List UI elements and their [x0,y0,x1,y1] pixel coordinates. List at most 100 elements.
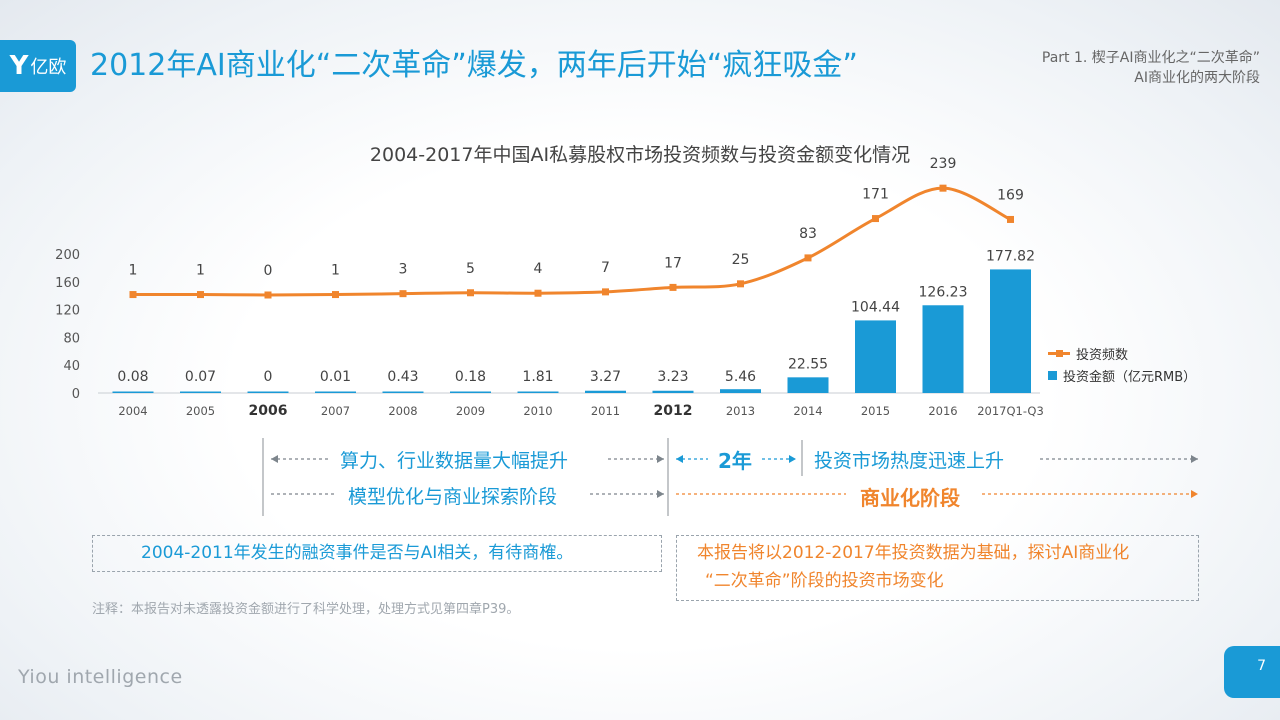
bar [450,391,491,393]
bar-value-label: 0.07 [185,369,216,385]
frequency-value-label: 83 [799,226,817,242]
bar [247,391,289,393]
frequency-point [669,283,677,291]
bar-value-label: 0.01 [320,369,351,385]
x-tick-label: 2011 [591,404,620,418]
x-tick-label: 2006 [249,403,288,419]
frequency-point [804,254,812,262]
chart-title: 2004-2017年中国AI私募股权市场投资频数与投资金额变化情况 [369,144,911,166]
bar-value-label: 22.55 [788,356,828,372]
y-tick-label: 200 [55,248,80,263]
x-tick-label: 2007 [321,404,350,418]
bar [315,391,356,393]
bar [180,391,221,393]
note-right: 本报告将以2012-2017年投资数据为基础，探讨AI商业化 “二次革命”阶段的… [676,535,1199,601]
bar-value-label: 5.46 [725,369,756,385]
brand-footer: Yiou intelligence [18,666,183,688]
x-tick-label: 2005 [186,404,215,418]
frequency-value-label: 1 [331,263,340,279]
legend-line-marker [1048,349,1070,357]
frequency-value-label: 3 [399,262,408,278]
logo-text: 亿欧 [30,57,67,78]
phase-arrow-middle-end-head [789,455,796,463]
bar-value-label: 0.18 [455,369,486,385]
bar-value-label: 126.23 [919,284,968,300]
bar-value-label: 3.27 [590,369,621,385]
x-tick-label: 2009 [456,404,485,418]
note-right-line2: “二次革命”阶段的投资市场变化 [705,571,944,591]
chart-legend: 投资频数 投资金额（亿元RMB） [1048,342,1196,386]
frequency-value-label: 1 [129,263,138,279]
frequency-value-label: 7 [601,260,610,276]
legend-item-amount: 投资金额（亿元RMB） [1048,364,1196,386]
legend-label-amount: 投资金额（亿元RMB） [1063,369,1197,385]
phase-middle-label: 2年 [718,449,752,473]
frequency-point [129,291,137,299]
frequency-line [132,186,1012,297]
footnote: 注释：本报告对未透露投资金额进行了科学处理，处理方式见第四章P39。 [92,602,520,617]
bar-value-label: 177.82 [986,248,1035,264]
frequency-point [737,280,744,288]
bar-value-label: 104.44 [851,299,900,315]
x-tick-label: 2014 [793,404,822,418]
bar [517,391,559,393]
frequency-value-label: 239 [930,156,957,172]
logo-mark: Y [9,51,29,81]
brand-logo: Y 亿欧 [0,40,76,92]
phase-left-row1: 算力、行业数据量大幅提升 [340,450,569,472]
x-tick-label: 2012 [654,403,693,419]
x-tick-label: 2010 [523,404,552,418]
bar-value-label: 0.43 [387,369,418,385]
bar [720,389,761,393]
x-tick-label: 2015 [861,404,890,418]
section-label: Part 1. 楔子AI商业化之“二次革命” AI商业化的两大阶段 [1042,48,1260,88]
section-label-line1: Part 1. 楔子AI商业化之“二次革命” [1041,50,1260,66]
frequency-point [939,184,947,192]
x-tick-label: 2017Q1-Q3 [977,404,1044,418]
bar [652,390,694,393]
legend-label-frequency: 投资频数 [1076,347,1129,363]
page-number: 7 [1257,658,1266,674]
bar [585,390,626,393]
phase-right-row1: 投资市场热度迅速上升 [814,450,1005,472]
page-title: 2012年AI商业化“二次革命”爆发，两年后开始“疯狂吸金” [90,48,858,83]
y-tick-label: 160 [55,276,80,291]
frequency-point [1007,215,1014,223]
x-tick-label: 2016 [928,404,957,418]
note-left-text: 2004-2011年发生的融资事件是否与AI相关，有待商榷。 [141,543,574,563]
frequency-point [534,289,542,297]
y-tick-label: 120 [55,304,80,319]
x-tick-label: 2008 [388,404,417,418]
y-tick-label: 40 [63,359,80,374]
frequency-point [602,288,609,296]
frequency-value-label: 17 [664,255,682,271]
frequency-value-label: 171 [862,187,889,203]
phase-left-row2: 模型优化与商业探索阶段 [348,486,558,508]
bar [990,269,1031,393]
y-tick-label: 80 [63,331,80,346]
phase-arrow-left-row1-end-head [657,455,664,463]
note-right-line1: 本报告将以2012-2017年投资数据为基础，探讨AI商业化 [697,543,1130,563]
bar [922,305,964,393]
phase-arrow-left-row2-end-head [657,490,664,498]
phase-arrow-left-row1-start-tail [271,455,278,463]
phase-arrow-right-row1-head [1191,455,1198,463]
bar-value-label: 0 [264,369,273,385]
frequency-value-label: 25 [732,252,750,268]
y-tick-label: 0 [72,387,80,402]
x-tick-label: 2004 [118,404,147,418]
note-left: 2004-2011年发生的融资事件是否与AI相关，有待商榷。 [92,535,662,572]
frequency-value-label: 169 [997,187,1024,203]
x-tick-label: 2013 [726,404,755,418]
bar [112,391,154,393]
bar [382,391,424,393]
bar-value-label: 1.81 [522,369,553,385]
frequency-point [872,215,879,223]
bar [855,320,896,393]
frequency-value-label: 1 [196,263,205,279]
phase-arrow-middle-start-tail [676,455,683,463]
frequency-point [197,291,204,299]
frequency-point [332,291,339,299]
frequency-value-label: 5 [466,261,475,277]
